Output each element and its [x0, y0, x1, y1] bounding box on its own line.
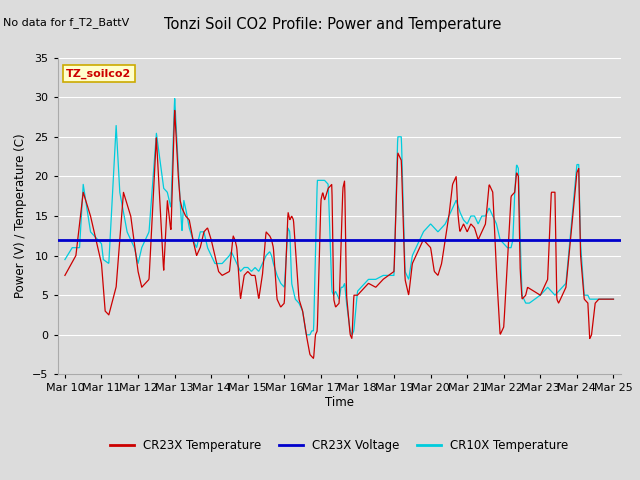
Text: No data for f_T2_BattV: No data for f_T2_BattV [3, 17, 129, 28]
Text: Tonzi Soil CO2 Profile: Power and Temperature: Tonzi Soil CO2 Profile: Power and Temper… [164, 17, 502, 32]
Y-axis label: Power (V) / Temperature (C): Power (V) / Temperature (C) [13, 134, 27, 298]
Legend: CR23X Temperature, CR23X Voltage, CR10X Temperature: CR23X Temperature, CR23X Voltage, CR10X … [105, 435, 573, 457]
X-axis label: Time: Time [324, 396, 354, 409]
Text: TZ_soilco2: TZ_soilco2 [66, 69, 131, 79]
